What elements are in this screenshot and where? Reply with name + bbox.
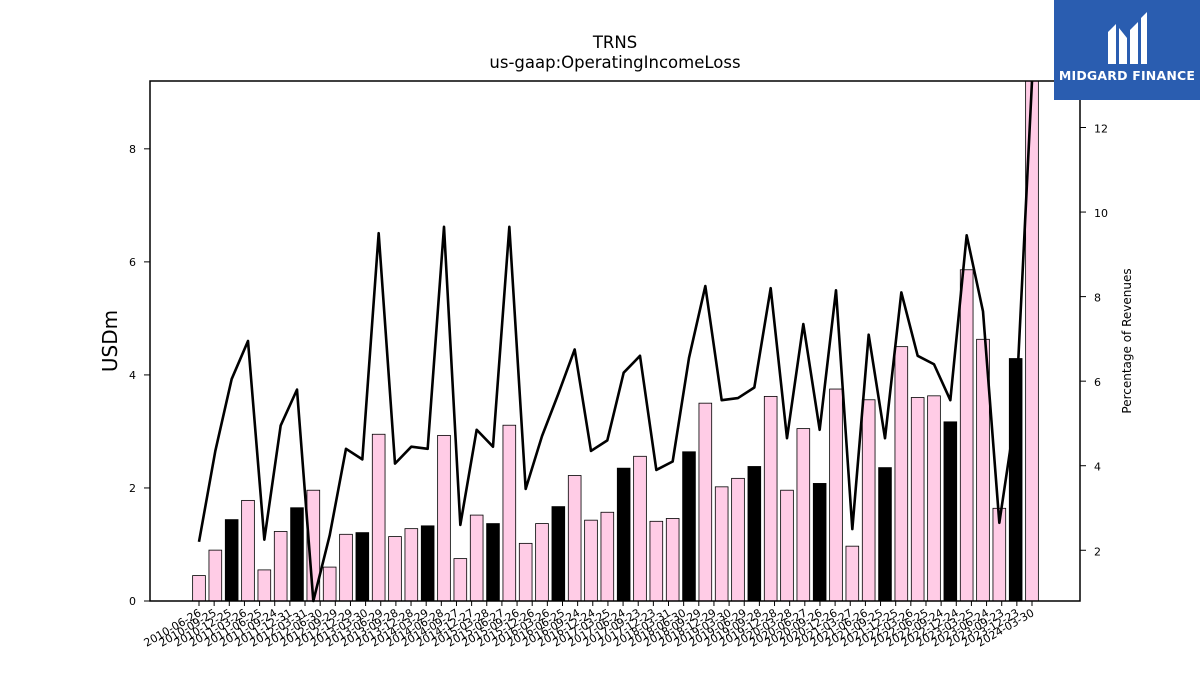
bar — [208, 549, 223, 602]
y-axis-left: 0 2 4 6 8 — [129, 143, 150, 608]
bar — [763, 395, 778, 602]
bar — [469, 514, 484, 602]
y-axis-label: USDm — [98, 310, 122, 372]
bar — [910, 397, 925, 602]
bar — [714, 486, 729, 602]
brand-name: MIDGARD FINANCE — [1058, 68, 1196, 83]
bar — [698, 402, 713, 602]
bar — [796, 428, 811, 602]
bar — [616, 467, 631, 602]
series-line — [197, 80, 1034, 603]
bar — [437, 434, 451, 602]
bar — [192, 575, 206, 602]
bar — [241, 499, 255, 602]
x-axis: 2010-06-262010-09-252010-12-252011-03-26… — [142, 601, 1037, 650]
bar — [878, 467, 892, 602]
y-tick-label: 6 — [129, 256, 136, 269]
bar — [861, 399, 876, 602]
y2-axis-label: Percentage of Revenues — [1120, 268, 1134, 413]
line-series — [197, 80, 1034, 603]
y2-tick-label: 12 — [1094, 123, 1108, 136]
bar — [845, 545, 860, 602]
bar — [649, 520, 664, 602]
bar — [420, 525, 435, 602]
bar — [551, 506, 566, 602]
midgard-finance-logo-icon — [1108, 12, 1147, 64]
bar — [731, 477, 745, 602]
chart-title: TRNS — [592, 33, 637, 52]
y-tick-label: 8 — [129, 143, 136, 156]
plot-frame — [149, 80, 1081, 602]
bar — [812, 483, 827, 602]
bar — [633, 455, 647, 602]
bar — [943, 421, 958, 602]
bar — [894, 346, 909, 602]
bar — [273, 531, 288, 602]
y2-tick-label: 6 — [1094, 376, 1101, 389]
y2-tick-label: 4 — [1094, 461, 1101, 474]
bar — [290, 507, 304, 602]
bar — [518, 542, 533, 602]
bar — [665, 518, 680, 602]
bar — [486, 523, 500, 602]
bar — [355, 532, 370, 602]
bar — [780, 489, 794, 602]
bar — [567, 475, 582, 602]
chart-subtitle: us-gaap:OperatingIncomeLoss — [489, 53, 740, 72]
bar — [829, 388, 843, 602]
brand-logo: MIDGARD FINANCE — [1054, 0, 1200, 100]
bar — [959, 269, 974, 602]
y-tick-label: 0 — [129, 595, 136, 608]
bar — [453, 558, 468, 602]
y-tick-label: 2 — [129, 482, 136, 495]
y2-tick-label: 8 — [1094, 292, 1101, 305]
bar — [584, 519, 598, 602]
y2-tick-label: 10 — [1094, 207, 1108, 220]
bar — [927, 395, 941, 602]
bar — [371, 433, 386, 602]
y-tick-label: 4 — [129, 369, 136, 382]
y-axis-right: 2 4 6 8 10 12 — [1080, 123, 1108, 558]
bar — [404, 528, 419, 602]
bar — [322, 566, 337, 602]
bar — [388, 536, 402, 602]
bar — [682, 451, 696, 602]
bar — [747, 466, 762, 602]
y2-tick-label: 2 — [1094, 545, 1101, 558]
bar — [502, 424, 517, 602]
bar-series — [192, 80, 1039, 602]
bar — [535, 523, 549, 602]
bar — [224, 519, 239, 602]
bar — [257, 569, 272, 602]
bar — [600, 511, 615, 602]
bar — [339, 533, 353, 602]
